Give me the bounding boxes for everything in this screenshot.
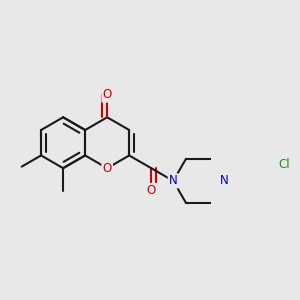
Text: O: O bbox=[103, 162, 112, 175]
Text: N: N bbox=[220, 174, 229, 188]
Text: O: O bbox=[103, 88, 112, 101]
Text: O: O bbox=[147, 184, 156, 197]
Text: Cl: Cl bbox=[278, 158, 290, 171]
Text: N: N bbox=[169, 174, 178, 188]
